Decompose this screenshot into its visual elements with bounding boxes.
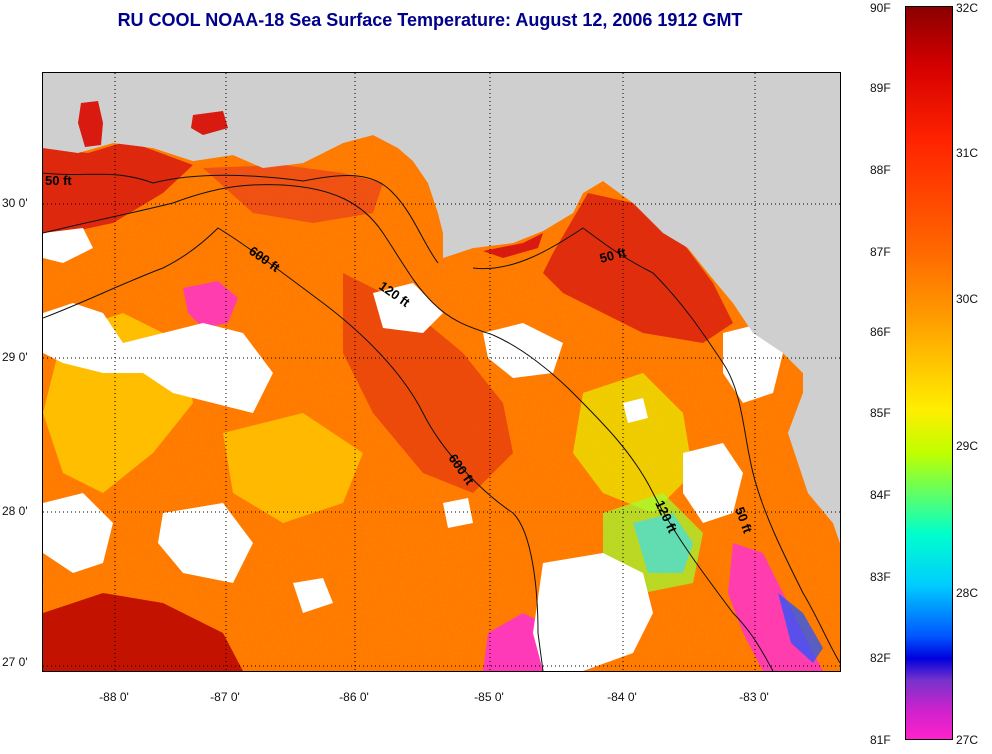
cloud-small-1 <box>293 578 333 613</box>
lat-label-30: 30 0' <box>2 196 28 210</box>
cloud-west-lower <box>43 493 113 573</box>
lon-label-86: -86 0' <box>339 690 369 704</box>
colorbar-f-87: 87F <box>870 245 891 259</box>
colorbar-f-89: 89F <box>870 81 891 95</box>
mobile-bay <box>78 101 103 147</box>
warm-zone-northwest <box>43 141 193 238</box>
graticule <box>43 73 840 671</box>
yellow-zone-south-central <box>223 413 363 523</box>
map-title: RU COOL NOAA-18 Sea Surface Temperature:… <box>117 10 743 30</box>
lon-label-88: -88 0' <box>99 690 129 704</box>
lon-label-83: -83 0' <box>739 690 769 704</box>
warm-zone-big-bend <box>543 193 733 343</box>
contour-600ft <box>43 227 544 671</box>
colorbar-f-84: 84F <box>870 488 891 502</box>
colorbar-f-81: 81F <box>870 733 891 747</box>
contour-label-50ft-east: 50 ft <box>598 244 628 266</box>
lat-label-27: 27 0' <box>2 655 28 669</box>
warm-zone-south <box>43 593 243 671</box>
colorbar-c-30: 30C <box>956 292 979 306</box>
lat-label-29: 29 0' <box>2 350 28 364</box>
colorbar-f-86: 86F <box>870 325 891 339</box>
colorbar-c-27: 27C <box>956 733 979 747</box>
colorbar-f-83: 83F <box>870 570 891 584</box>
cloud-northwest <box>43 228 93 263</box>
colorbar-c-29: 29C <box>956 439 979 453</box>
colorbar-c-31: 31C <box>956 146 979 160</box>
contour-120ft <box>43 184 774 671</box>
cloud-small-3 <box>623 398 648 423</box>
sst-map: 50 ft 600 ft 120 ft 50 ft 600 ft 120 ft … <box>42 72 841 672</box>
warm-zone-panhandle <box>203 165 383 223</box>
depth-contours <box>43 172 840 671</box>
lon-label-84: -84 0' <box>607 690 637 704</box>
colorbar-f-88: 88F <box>870 163 891 177</box>
colorbar-f-90: 90F <box>870 1 891 15</box>
temperature-colorbar <box>905 6 953 740</box>
pensacola-bay <box>191 111 228 135</box>
land-north <box>43 73 840 543</box>
contour-label-50ft-west: 50 ft <box>45 173 72 188</box>
cloud-west <box>43 303 273 413</box>
cloud-south-central <box>158 503 253 583</box>
apalachicola-bay <box>483 233 543 258</box>
colorbar-f-85: 85F <box>870 406 891 420</box>
colorbar-c-28: 28C <box>956 586 979 600</box>
sst-map-canvas: 50 ft 600 ft 120 ft 50 ft 600 ft 120 ft … <box>43 73 840 671</box>
cool-zone-west <box>183 281 238 328</box>
lon-label-85: -85 0' <box>474 690 504 704</box>
cloud-east-middle <box>683 443 743 523</box>
contour-50ft-north <box>43 172 439 264</box>
cyan-zone-southeast <box>633 513 693 573</box>
yellow-zone-east <box>573 373 693 513</box>
blue-zone-florida-coast <box>778 593 823 663</box>
colorbar-c-32: 32C <box>956 1 979 15</box>
cloud-center-east <box>483 323 563 378</box>
cloud-small-2 <box>443 498 473 528</box>
colorbar-f-82: 82F <box>870 651 891 665</box>
contour-50ft-east <box>472 227 840 664</box>
lon-label-87: -87 0' <box>210 690 240 704</box>
lat-label-28: 28 0' <box>2 504 28 518</box>
